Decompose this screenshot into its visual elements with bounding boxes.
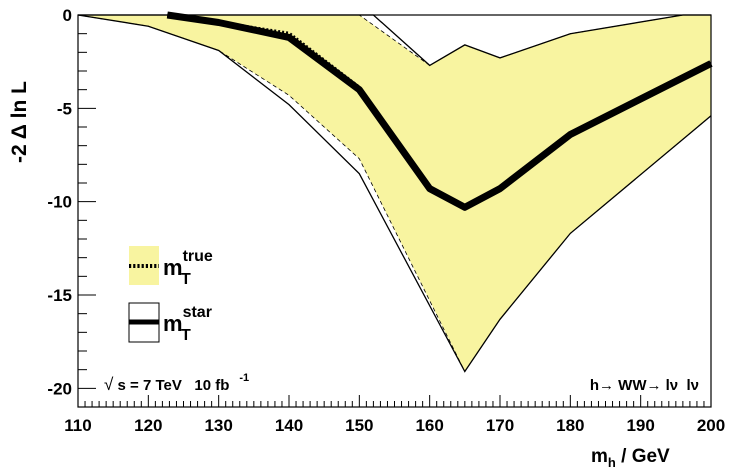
band-lower-true <box>77 14 712 373</box>
y-axis-ticks: 0 -5 -10 -15 -20 <box>47 6 96 408</box>
x-axis-ticks: 110 120 130 140 150 160 170 180 190 200 <box>64 395 725 435</box>
band-lower-star <box>77 14 712 373</box>
x-tick-label: 170 <box>486 416 514 435</box>
x-tick-label: 190 <box>626 416 654 435</box>
series-line-true <box>167 13 712 210</box>
legend-label-true-sup: true <box>183 248 213 265</box>
band-fill-true <box>78 15 711 372</box>
legend-label-star-main: m <box>163 311 183 336</box>
uncertainty-bands <box>77 14 712 373</box>
x-tick-label: 130 <box>204 416 232 435</box>
legend: mtrue T mstar T <box>128 246 213 344</box>
y-tick-label: -10 <box>47 193 72 212</box>
legend-label-star: mstar T <box>163 304 212 344</box>
legend-label-true-main: m <box>163 255 183 280</box>
x-axis-title-sub: h <box>608 455 616 469</box>
legend-label-true-sub: T <box>181 271 191 288</box>
legend-label-star-sub: T <box>181 327 191 344</box>
x-tick-label: 110 <box>64 416 91 435</box>
band-upper-star <box>78 14 711 67</box>
legend-entry-true: mtrue T <box>129 246 213 288</box>
x-tick-label: 160 <box>415 416 443 435</box>
legend-label-star-sup: star <box>183 304 212 321</box>
y-axis-title: -2 Δ ln L <box>8 81 31 163</box>
x-tick-label: 140 <box>275 416 303 435</box>
legend-label-true: mtrue T <box>163 248 213 288</box>
x-axis-title-rest: / GeV <box>616 446 670 467</box>
annotation-energy-lumi: √ s = 7 TeV 10 fb -1 <box>104 372 249 394</box>
annotation-sqrt: √ <box>104 375 114 394</box>
y-tick-label: -5 <box>57 99 72 118</box>
legend-entry-star: mstar T <box>128 302 212 344</box>
x-tick-label: 120 <box>134 416 162 435</box>
annotation-lumi-exp: -1 <box>239 372 249 384</box>
series-lines <box>166 11 713 211</box>
y-tick-label: -20 <box>47 379 72 398</box>
y-tick-label: 0 <box>63 6 72 25</box>
x-axis-title: mh / GeV <box>591 446 670 469</box>
x-axis-title-main: m <box>591 446 608 467</box>
annotation-process: h→ WW→ lν lν <box>590 377 699 394</box>
x-tick-label: 150 <box>345 416 373 435</box>
y-tick-label: -15 <box>47 286 72 305</box>
annotation-energy-text: s = 7 TeV 10 fb <box>113 377 229 394</box>
x-tick-label: 200 <box>697 416 725 435</box>
x-tick-label: 180 <box>556 416 584 435</box>
